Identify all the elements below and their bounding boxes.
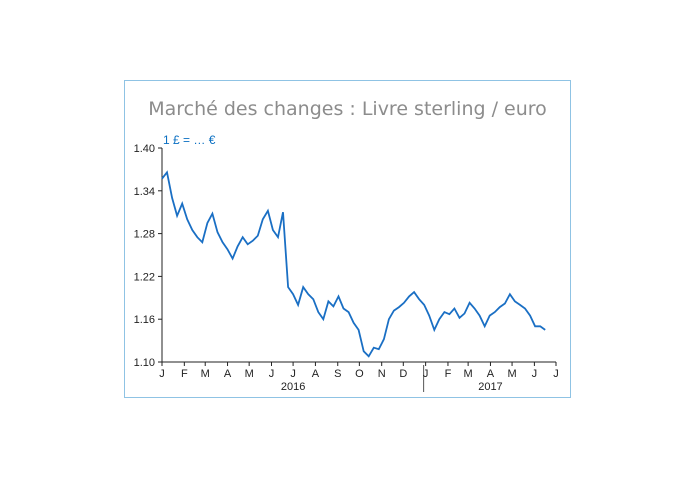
x-tick-label: M: [464, 368, 473, 380]
x-tick-label: D: [399, 368, 407, 380]
x-tick-label: J: [553, 368, 559, 380]
x-tick-label: M: [507, 368, 516, 380]
x-tick-label: F: [181, 368, 188, 380]
x-tick-label: A: [312, 368, 320, 380]
chart-title: Marché des changes : Livre sterling / eu…: [148, 98, 547, 120]
x-tick-label: J: [269, 368, 275, 380]
x-tick-label: N: [378, 368, 386, 380]
x-tick-label: S: [334, 368, 341, 380]
y-tick-label: 1.34: [134, 186, 155, 198]
x-tick-label: A: [224, 368, 232, 380]
series-line: [161, 170, 546, 358]
unit-label: 1 £ = … €: [163, 133, 216, 147]
y-tick-label: 1.16: [134, 314, 155, 326]
y-tick-label: 1.10: [134, 357, 155, 369]
x-tick-label: M: [201, 368, 210, 380]
x-tick-label: J: [423, 368, 429, 380]
y-tick-label: 1.22: [134, 271, 155, 283]
year-label-2017: 2017: [478, 381, 502, 393]
y-tick-label: 1.28: [134, 229, 155, 241]
x-tick-label: O: [355, 368, 364, 380]
year-label-2016: 2016: [281, 381, 305, 393]
x-tick-label: J: [290, 368, 296, 380]
x-tick-label: A: [487, 368, 495, 380]
x-tick-label: M: [245, 368, 254, 380]
x-tick-label: J: [159, 368, 165, 380]
x-tick-label: F: [445, 368, 452, 380]
x-tick-label: J: [532, 368, 538, 380]
y-tick-label: 1.40: [134, 143, 155, 155]
